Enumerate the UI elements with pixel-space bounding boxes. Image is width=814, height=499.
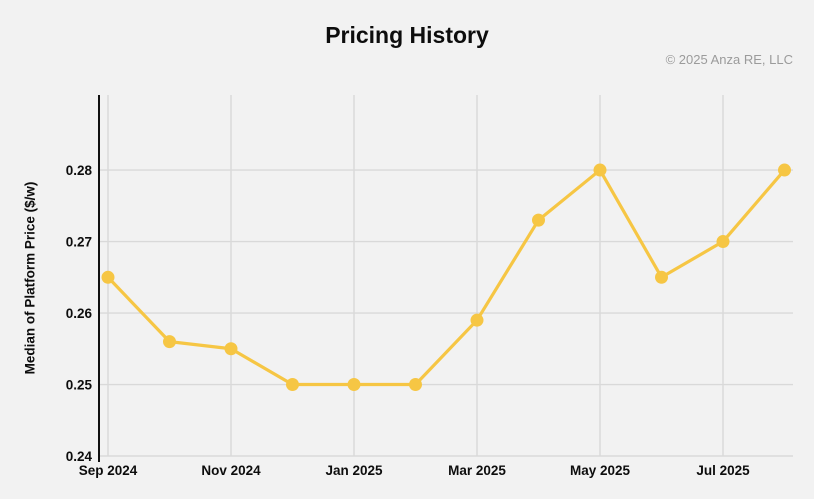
data-point	[347, 378, 361, 392]
data-point	[286, 378, 299, 392]
y-tick-label: 0.25	[66, 378, 93, 393]
x-tick-label: Jan 2025	[325, 463, 383, 478]
data-point	[470, 313, 484, 327]
x-tick-label: Jul 2025	[696, 463, 750, 478]
chart-title: Pricing History	[325, 22, 489, 48]
data-point	[716, 235, 730, 249]
copyright-note: © 2025 Anza RE, LLC	[665, 52, 793, 67]
y-tick-label: 0.27	[66, 235, 92, 250]
data-point	[224, 342, 238, 356]
x-tick-label: Nov 2024	[201, 463, 261, 478]
y-tick-label: 0.28	[66, 163, 93, 178]
data-point	[163, 335, 176, 349]
y-tick-label: 0.24	[66, 449, 93, 464]
price-line	[106, 168, 787, 387]
data-point	[532, 213, 545, 227]
x-tick-label: Sep 2024	[79, 463, 138, 478]
x-tick-label: May 2025	[570, 463, 631, 478]
data-point	[409, 378, 422, 392]
data-point	[655, 270, 668, 284]
data-point	[593, 163, 607, 177]
y-tick-label: 0.26	[66, 306, 93, 321]
x-tick-label: Mar 2025	[448, 463, 506, 478]
data-point	[101, 270, 115, 284]
data-point	[778, 163, 791, 177]
